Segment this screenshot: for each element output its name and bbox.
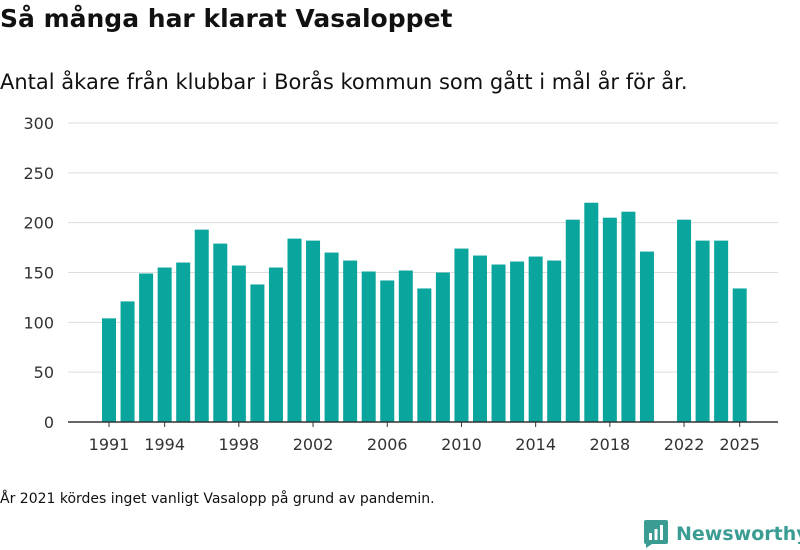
x-tick-label-2002: 2002 — [293, 435, 334, 454]
x-tick-label-2022: 2022 — [664, 435, 705, 454]
footnote: År 2021 kördes inget vanligt Vasalopp på… — [0, 491, 435, 507]
y-tick-label-100: 100 — [23, 313, 54, 332]
bar-2010 — [454, 248, 469, 422]
bar-2016 — [565, 219, 580, 422]
y-tick-label-200: 200 — [23, 214, 54, 233]
x-tick-label-2025: 2025 — [719, 435, 760, 454]
bar-2023 — [695, 240, 710, 422]
x-tick-label-2018: 2018 — [589, 435, 630, 454]
bar-2022 — [677, 219, 692, 422]
bar-2004 — [343, 260, 358, 422]
x-tick-label-1994: 1994 — [144, 435, 185, 454]
bar-2013 — [510, 261, 525, 422]
bar-1992 — [120, 301, 135, 422]
bar-1999 — [250, 284, 265, 422]
bar-2005 — [361, 271, 376, 422]
bar-2019 — [621, 211, 636, 422]
bar-2009 — [435, 272, 450, 422]
bar-1998 — [231, 265, 246, 422]
x-tick-label-2014: 2014 — [515, 435, 556, 454]
bar-1996 — [194, 229, 209, 422]
bar-2006 — [380, 280, 395, 422]
y-tick-label-250: 250 — [23, 164, 54, 183]
bar-2002 — [306, 240, 321, 422]
bar-1995 — [176, 262, 191, 422]
bar-2003 — [324, 252, 339, 422]
bar-2008 — [417, 288, 432, 422]
newsworthy-logo: Newsworthy — [644, 519, 800, 549]
bar-2000 — [268, 267, 283, 422]
bar-2011 — [473, 255, 487, 422]
bar-1993 — [139, 273, 154, 422]
bar-2007 — [398, 270, 413, 422]
chart-subtitle: Antal åkare från klubbar i Borås kommun … — [0, 70, 688, 94]
bar-1991 — [102, 318, 116, 422]
chart-title: Så många har klarat Vasaloppet — [0, 4, 453, 33]
brand-name: Newsworthy — [676, 523, 800, 545]
bar-1997 — [213, 243, 228, 422]
bar-2001 — [287, 238, 302, 422]
bar-2025 — [732, 288, 747, 422]
bar-2015 — [547, 260, 562, 422]
bar-2014 — [528, 256, 543, 422]
bar-2024 — [714, 240, 729, 422]
bar-chart-logo-icon — [644, 520, 668, 548]
bar-2020 — [639, 251, 654, 422]
y-tick-label-150: 150 — [23, 264, 54, 283]
y-tick-label-0: 0 — [44, 413, 54, 432]
x-tick-label-2006: 2006 — [367, 435, 408, 454]
x-tick-label-2010: 2010 — [441, 435, 482, 454]
x-tick-label-1998: 1998 — [218, 435, 259, 454]
bar-1994 — [157, 267, 172, 422]
bar-2018 — [602, 217, 617, 422]
bar-2017 — [584, 202, 599, 422]
y-tick-label-50: 50 — [34, 363, 54, 382]
x-tick-label-1991: 1991 — [89, 435, 130, 454]
bar-2012 — [491, 264, 506, 422]
y-tick-label-300: 300 — [23, 114, 54, 133]
